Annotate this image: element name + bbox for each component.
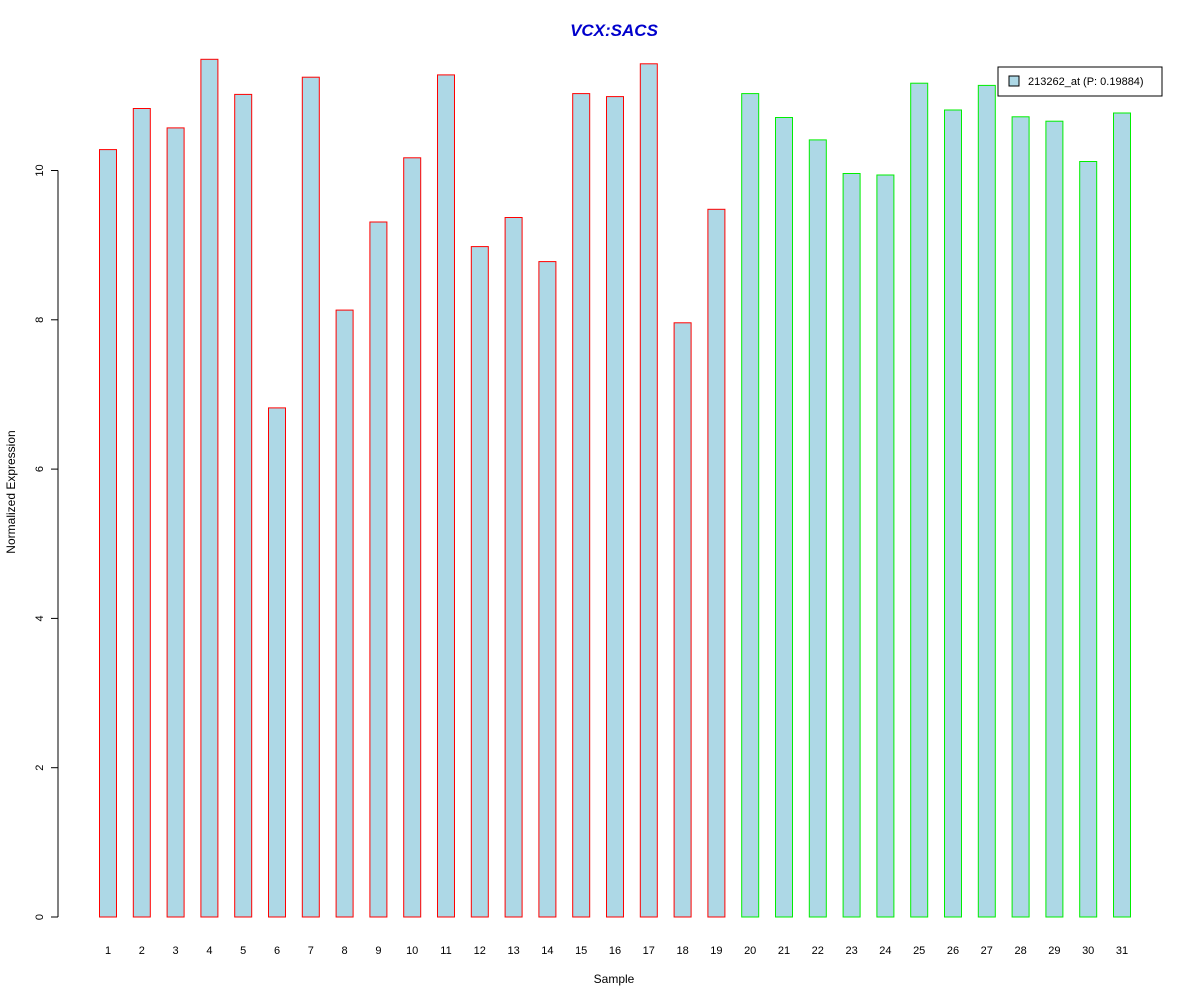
x-tick-label: 24: [879, 945, 891, 957]
y-tick-label: 4: [34, 615, 46, 621]
x-tick-label: 11: [440, 945, 451, 957]
y-tick-label: 8: [34, 317, 46, 323]
x-tick-label: 3: [173, 945, 179, 957]
legend-entry-label: 213262_at (P: 0.19884): [1028, 76, 1144, 88]
x-tick-label: 6: [274, 945, 280, 957]
x-tick-label: 4: [206, 945, 212, 957]
x-axis-label: Sample: [594, 972, 635, 986]
x-tick-label: 17: [643, 945, 655, 957]
y-axis-label: Normalized Expression: [4, 430, 18, 553]
bar-sample-29: [1045, 120, 1064, 918]
x-tick-label: 28: [1014, 945, 1026, 957]
x-tick-label: 26: [947, 945, 959, 957]
bar-sample-3: [166, 127, 185, 918]
x-tick-label: 9: [375, 945, 381, 957]
bar-sample-2: [132, 108, 151, 918]
x-tick-label: 5: [240, 945, 246, 957]
bar-sample-5: [234, 93, 253, 918]
legend-swatch: [1008, 75, 1020, 87]
bar-sample-25: [910, 82, 929, 918]
bar-sample-17: [639, 63, 658, 918]
x-tick-label: 30: [1082, 945, 1094, 957]
bar-sample-11: [437, 74, 455, 918]
bar-sample-4: [200, 58, 219, 918]
x-tick-label: 14: [541, 945, 553, 957]
x-tick-label: 1: [105, 945, 111, 957]
x-tick-label: 18: [676, 945, 688, 957]
x-tick-label: 12: [474, 945, 486, 957]
bar-sample-20: [741, 93, 760, 918]
bar-sample-24: [876, 174, 895, 918]
x-tick-label: 25: [913, 945, 925, 957]
bar-sample-22: [808, 139, 827, 918]
bar-sample-14: [538, 261, 557, 918]
bar-sample-16: [606, 96, 624, 918]
bars-group: [99, 58, 1131, 918]
chart-title: VCX:SACS: [570, 21, 659, 40]
bar-sample-31: [1113, 112, 1131, 918]
bar-sample-19: [707, 208, 726, 918]
bar-sample-28: [1011, 116, 1030, 918]
bar-sample-7: [301, 76, 320, 918]
legend-box: [997, 66, 1163, 97]
legend: 213262_at (P: 0.19884): [997, 66, 1163, 97]
bar-sample-9: [369, 221, 388, 918]
x-tick-label: 29: [1048, 945, 1060, 957]
x-tick-label: 20: [744, 945, 756, 957]
bar-sample-1: [99, 149, 117, 918]
x-tick-label: 10: [406, 945, 418, 957]
x-tick-label: 16: [609, 945, 621, 957]
bar-sample-15: [572, 93, 591, 918]
x-tick-label: 21: [778, 945, 790, 957]
bar-sample-18: [673, 322, 692, 918]
bar-sample-6: [268, 407, 286, 918]
y-tick-label: 2: [34, 765, 46, 771]
bar-sample-26: [944, 109, 962, 918]
bar-sample-21: [775, 117, 793, 918]
bar-sample-12: [470, 246, 489, 918]
x-tick-label: 31: [1116, 945, 1128, 957]
bar-sample-8: [335, 309, 354, 918]
x-tick-label: 2: [139, 945, 145, 957]
bar-sample-30: [1079, 161, 1098, 918]
x-tick-label: 8: [342, 945, 348, 957]
x-tick-label: 13: [507, 945, 519, 957]
x-tick-labels: 1 2 3 4 5 6 7 8 9 10 11 12 13 14 15 16 17 18 19 20 21 22 23 24 2…: [105, 945, 1128, 957]
y-axis: 0 2 4 6 8 10: [34, 164, 59, 920]
x-tick-label: 22: [812, 945, 824, 957]
x-tick-label: 23: [845, 945, 857, 957]
bar-sample-13: [504, 217, 523, 918]
x-tick-label: 19: [710, 945, 722, 957]
y-tick-label: 6: [34, 466, 46, 472]
x-tick-label: 27: [981, 945, 993, 957]
bar-sample-10: [403, 157, 422, 918]
x-tick-label: 15: [575, 945, 587, 957]
bar-sample-23: [842, 173, 861, 918]
y-tick-label: 0: [34, 914, 46, 920]
y-tick-label: 10: [34, 164, 46, 176]
bar-sample-27: [977, 84, 996, 918]
x-tick-label: 7: [308, 945, 314, 957]
